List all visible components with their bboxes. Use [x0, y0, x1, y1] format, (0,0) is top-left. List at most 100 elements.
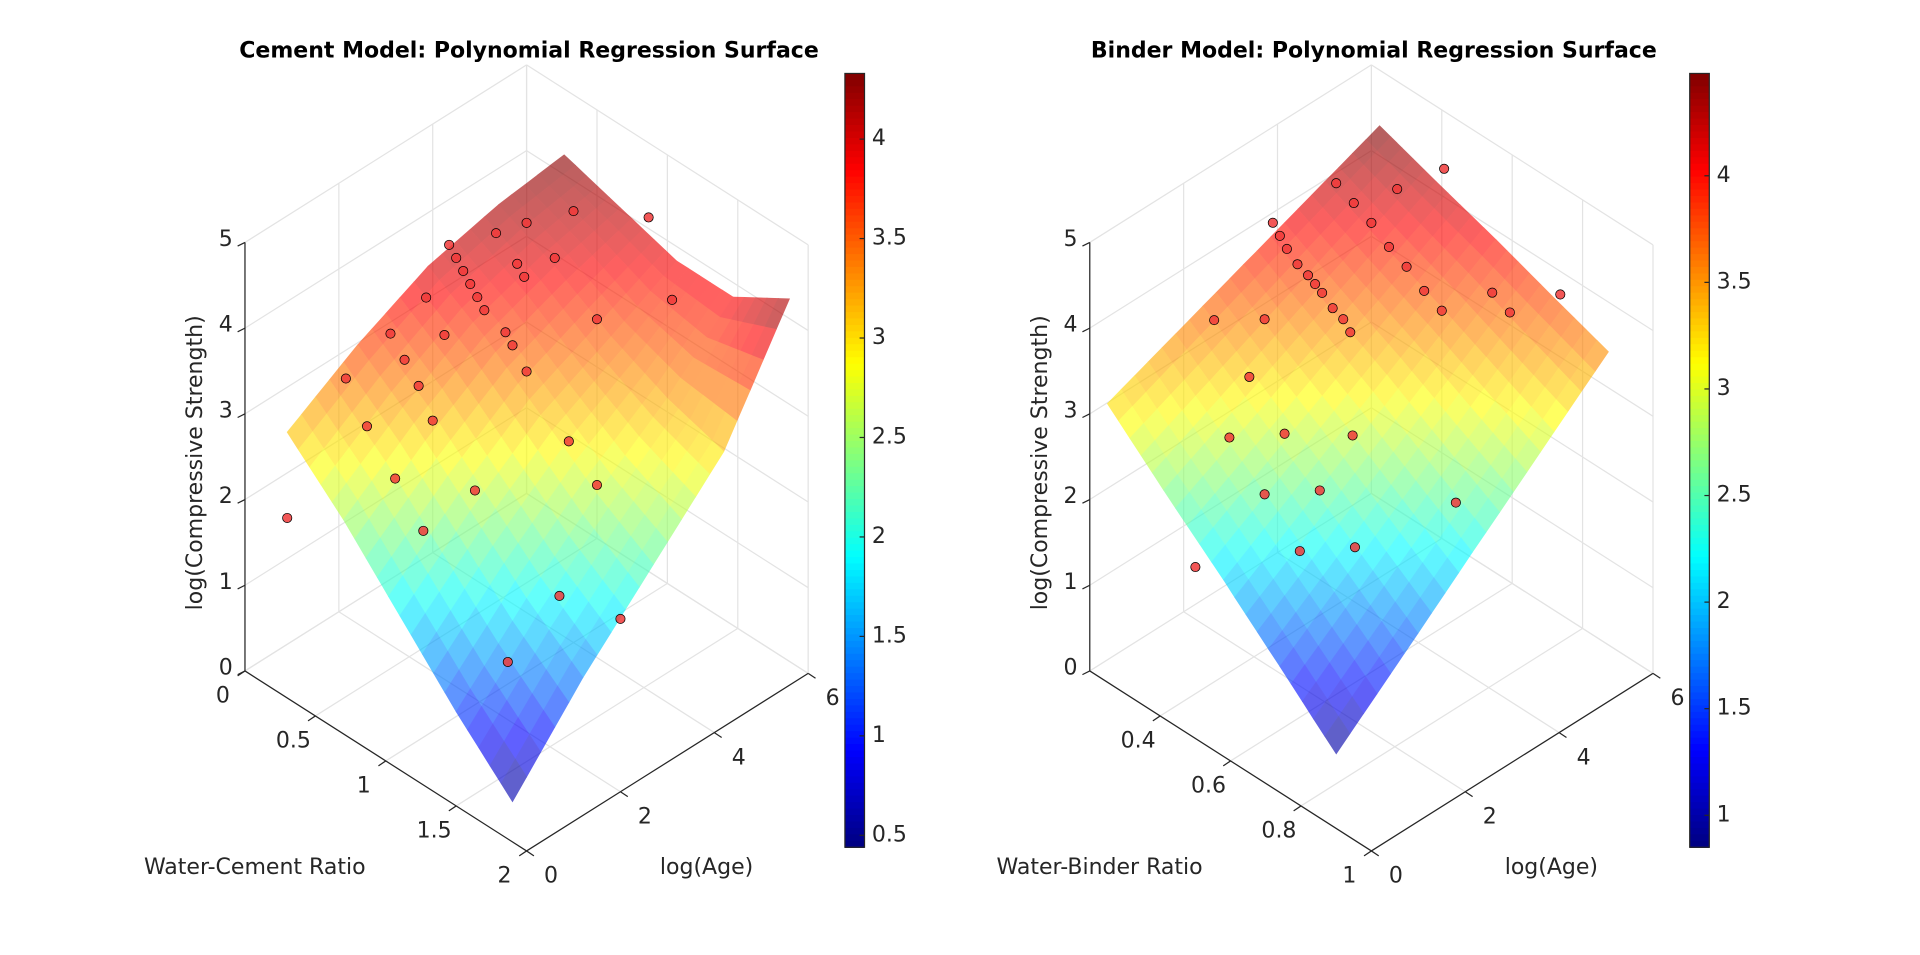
colorbar-tick-label: 1.5	[872, 623, 907, 648]
colorbar-band	[844, 131, 865, 139]
colorbar-band	[1689, 466, 1710, 474]
colorbar-band	[844, 815, 865, 823]
colorbar-band	[844, 544, 865, 552]
scatter-point	[458, 265, 469, 277]
colorbar-band	[1689, 247, 1710, 255]
scatter-point	[1419, 285, 1430, 296]
colorbar-tick-label: 0.5	[872, 822, 907, 847]
colorbar-band	[1689, 299, 1710, 307]
scatter-point	[1303, 270, 1314, 281]
colorbar-band	[1689, 144, 1710, 152]
colorbar-band	[844, 215, 865, 223]
x-tick	[1222, 760, 1231, 767]
scatter-point	[521, 366, 532, 377]
scatter-point	[563, 436, 574, 447]
z-tick	[1082, 584, 1091, 590]
colorbar-band	[1689, 750, 1710, 758]
chart-panel: 0 0.5 1 1.5 2 0 2 4 6 0 1 2 3 4 5 Cement Model: Polynom…	[144, 38, 907, 888]
colorbar-band	[844, 557, 865, 565]
colorbar-band	[1689, 286, 1710, 294]
colorbar-band	[1689, 382, 1710, 391]
colorbar-band	[844, 428, 865, 436]
y-tick-label: 6	[1670, 686, 1684, 711]
colorbar-band	[1689, 292, 1710, 300]
colorbar-band	[1689, 595, 1710, 603]
colorbar-band	[1689, 363, 1710, 371]
y-tick-label: 4	[732, 745, 746, 770]
colorbar-band	[1689, 666, 1710, 674]
scatter-point	[1349, 542, 1360, 553]
colorbar-band	[1689, 492, 1710, 500]
x-tick-label: 0	[216, 684, 230, 709]
colorbar-band	[1689, 544, 1710, 552]
scatter-point	[1317, 287, 1328, 298]
colorbar-band	[1689, 815, 1710, 823]
scatter-point	[1259, 489, 1270, 500]
colorbar-band	[844, 105, 865, 113]
scatter-point	[1487, 287, 1498, 298]
colorbar-band	[844, 724, 865, 732]
x-tick	[307, 715, 316, 722]
colorbar-band	[1689, 756, 1710, 765]
colorbar-band	[1689, 518, 1710, 526]
scatter-point	[1439, 163, 1450, 174]
colorbar-band	[844, 582, 865, 591]
z-tick-label: 5	[219, 227, 233, 252]
colorbar-band	[844, 531, 865, 539]
colorbar-band	[844, 176, 865, 184]
colorbar-band	[844, 705, 865, 713]
colorbar-band	[844, 254, 865, 262]
colorbar-band	[844, 834, 865, 842]
scatter-point	[500, 327, 511, 338]
colorbar-band	[1689, 183, 1710, 191]
colorbar-band	[1689, 834, 1710, 842]
scatter-point	[1209, 315, 1220, 326]
scatter-point	[1331, 178, 1342, 189]
colorbar-band	[1689, 550, 1710, 558]
colorbar-band	[1689, 686, 1710, 694]
colorbar-band	[1689, 415, 1710, 423]
scatter-point	[502, 656, 513, 667]
z-tick-label: 4	[1064, 313, 1078, 338]
colorbar-band	[844, 782, 865, 790]
y-tick-label: 2	[638, 804, 652, 829]
colorbar-band	[844, 731, 865, 739]
scatter-point	[282, 512, 293, 523]
colorbar-band	[844, 447, 865, 455]
y-tick-label: 0	[544, 864, 558, 889]
colorbar-band	[844, 402, 865, 410]
z-tick	[237, 241, 246, 247]
grid-line	[244, 64, 527, 243]
colorbar-band	[1689, 589, 1710, 597]
colorbar-band	[844, 234, 865, 242]
scatter-point	[643, 212, 654, 223]
colorbar-band	[844, 505, 865, 513]
z-tick-label: 0	[1064, 656, 1078, 681]
scatter-point	[1347, 430, 1358, 441]
scatter-point	[1555, 289, 1566, 300]
x-tick-label: 0.8	[1261, 819, 1296, 844]
scatter-point	[1338, 314, 1349, 325]
z-tick	[237, 413, 246, 419]
colorbar-band	[1689, 840, 1710, 848]
scatter-point	[1244, 371, 1255, 382]
scatter-point	[361, 421, 373, 432]
colorbar-band	[844, 183, 865, 191]
scatter-point	[1281, 243, 1292, 254]
colorbar-band	[1689, 395, 1710, 404]
colorbar-band	[1689, 202, 1710, 210]
colorbar-band	[1689, 170, 1710, 178]
colorbar-band	[844, 576, 865, 584]
colorbar-band	[844, 79, 865, 88]
colorbar-band	[844, 266, 865, 275]
colorbar-band	[1689, 150, 1710, 159]
x-tick	[378, 760, 387, 767]
colorbar-band	[1689, 112, 1710, 120]
grid-line	[1300, 627, 1583, 807]
chart-title: Cement Model: Polynomial Regression Surf…	[239, 38, 819, 63]
scatter-point	[591, 314, 602, 325]
colorbar-band	[1689, 653, 1710, 661]
z-tick	[1082, 241, 1091, 247]
x-tick-label: 1.5	[417, 819, 452, 844]
colorbar-band	[844, 144, 865, 152]
